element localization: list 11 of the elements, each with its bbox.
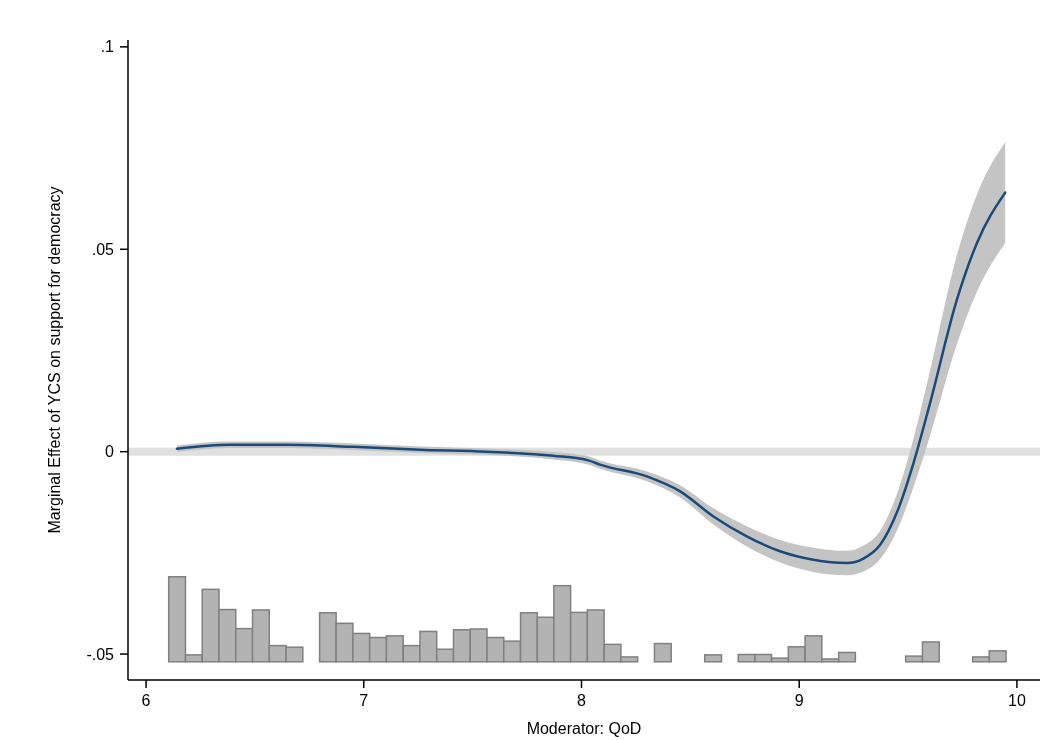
x-axis-title: Moderator: QoD [526, 720, 642, 737]
x-tick-label: 7 [359, 692, 369, 709]
y-tick-label: .1 [100, 38, 115, 56]
x-tick-label: 9 [794, 692, 804, 709]
y-tick-label: 0 [105, 443, 115, 461]
x-tick-label: 6 [141, 692, 151, 709]
x-tick-label: 8 [577, 692, 587, 709]
x-tick-label: 10 [1008, 692, 1026, 709]
y-axis-title: Marginal Effect of YCS on support for democracy [46, 186, 63, 534]
y-tick-label: -.05 [86, 645, 115, 663]
y-tick-label: .05 [91, 240, 115, 258]
